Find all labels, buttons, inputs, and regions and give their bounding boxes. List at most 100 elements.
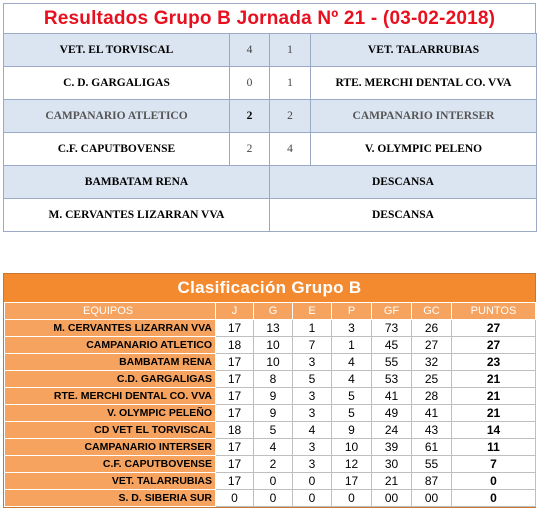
match-row: VET. EL TORVISCAL 4 1 VET. TALARRUBIAS xyxy=(3,33,537,67)
played: 17 xyxy=(215,353,254,371)
team-name: BAMBATAM RENA xyxy=(4,353,216,371)
won: 10 xyxy=(253,353,293,371)
won: 0 xyxy=(253,472,293,490)
lost: 12 xyxy=(331,455,372,473)
played: 18 xyxy=(215,421,254,439)
goals-for: 39 xyxy=(371,438,412,456)
goals-for: 24 xyxy=(371,421,412,439)
lost: 17 xyxy=(331,472,372,490)
lost: 4 xyxy=(331,370,372,388)
drawn: 4 xyxy=(292,421,332,439)
match-row: CAMPANARIO ATLETICO 2 2 CAMPANARIO INTER… xyxy=(3,99,537,133)
points: 27 xyxy=(451,336,536,354)
standings-row: CAMPANARIO ATLETICO 18 10 7 1 45 27 27 xyxy=(4,336,536,354)
goals-for: 49 xyxy=(371,404,412,422)
goals-for: 41 xyxy=(371,387,412,405)
played: 17 xyxy=(215,404,254,422)
home-team: CAMPANARIO ATLETICO xyxy=(3,99,230,133)
drawn: 3 xyxy=(292,353,332,371)
standings-row: C.F. CAPUTBOVENSE 17 2 3 12 30 55 7 xyxy=(4,455,536,473)
away-team: RTE. MERCHI DENTAL CO. VVA xyxy=(310,66,537,100)
home-score: 2 xyxy=(229,132,270,166)
team-name: S. D. SIBERIA SUR xyxy=(4,489,216,507)
points: 14 xyxy=(451,421,536,439)
points: 0 xyxy=(451,472,536,490)
away-team: CAMPANARIO INTERSER xyxy=(310,99,537,133)
won: 9 xyxy=(253,387,293,405)
standings-row: C.D. GARGALIGAS 17 8 5 4 53 25 21 xyxy=(4,370,536,388)
header-gc: GC xyxy=(411,302,452,320)
drawn: 7 xyxy=(292,336,332,354)
results-panel: Resultados Grupo B Jornada Nº 21 - (03-0… xyxy=(3,3,537,232)
won: 0 xyxy=(253,489,293,507)
team-name: C.D. GARGALIGAS xyxy=(4,370,216,388)
points: 21 xyxy=(451,387,536,405)
won: 10 xyxy=(253,336,293,354)
played: 17 xyxy=(215,455,254,473)
goals-against: 55 xyxy=(411,455,452,473)
bye-team: M. CERVANTES LIZARRAN VVA xyxy=(3,198,270,232)
bye-team: BAMBATAM RENA xyxy=(3,165,270,199)
lost: 10 xyxy=(331,438,372,456)
header-p: P xyxy=(331,302,372,320)
header-e: E xyxy=(292,302,332,320)
header-g: G xyxy=(253,302,293,320)
header-puntos: PUNTOS xyxy=(451,302,536,320)
team-name: V. OLYMPIC PELEÑO xyxy=(4,404,216,422)
goals-for: 30 xyxy=(371,455,412,473)
played: 17 xyxy=(215,438,254,456)
standings-row: BAMBATAM RENA 17 10 3 4 55 32 23 xyxy=(4,353,536,371)
away-score: 2 xyxy=(269,99,311,133)
played: 17 xyxy=(215,319,254,337)
home-team: VET. EL TORVISCAL xyxy=(3,33,230,67)
goals-for: 45 xyxy=(371,336,412,354)
drawn: 3 xyxy=(292,404,332,422)
points: 11 xyxy=(451,438,536,456)
played: 17 xyxy=(215,370,254,388)
played: 18 xyxy=(215,336,254,354)
match-row: C. D. GARGALIGAS 0 1 RTE. MERCHI DENTAL … xyxy=(3,66,537,100)
goals-against: 87 xyxy=(411,472,452,490)
standings-panel: Clasificación Grupo B EQUIPOS J G E P GF… xyxy=(3,273,536,508)
results-title: Resultados Grupo B Jornada Nº 21 - (03-0… xyxy=(3,3,536,33)
away-score: 4 xyxy=(269,132,311,166)
standings-row: V. OLYMPIC PELEÑO 17 9 3 5 49 41 21 xyxy=(4,404,536,422)
won: 5 xyxy=(253,421,293,439)
goals-against: 25 xyxy=(411,370,452,388)
team-name: M. CERVANTES LIZARRAN VVA xyxy=(4,319,216,337)
results-table: VET. EL TORVISCAL 4 1 VET. TALARRUBIAS C… xyxy=(3,33,537,232)
home-team: C.F. CAPUTBOVENSE xyxy=(3,132,230,166)
lost: 1 xyxy=(331,336,372,354)
away-team: VET. TALARRUBIAS xyxy=(310,33,537,67)
played: 17 xyxy=(215,472,254,490)
team-name: CAMPANARIO ATLETICO xyxy=(4,336,216,354)
standings-row: M. CERVANTES LIZARRAN VVA 17 13 1 3 73 26 27 xyxy=(4,319,536,337)
standings-header-row: EQUIPOS J G E P GF GC PUNTOS xyxy=(4,302,536,320)
goals-against: 27 xyxy=(411,336,452,354)
home-score: 4 xyxy=(229,33,270,67)
header-equipos: EQUIPOS xyxy=(4,302,216,320)
standings-table: EQUIPOS J G E P GF GC PUNTOS M. CERVANTE… xyxy=(4,302,536,507)
bye-status: DESCANSA xyxy=(269,165,537,199)
won: 9 xyxy=(253,404,293,422)
away-score: 1 xyxy=(269,33,311,67)
won: 13 xyxy=(253,319,293,337)
drawn: 5 xyxy=(292,370,332,388)
away-team: V. OLYMPIC PELENO xyxy=(310,132,537,166)
lost: 5 xyxy=(331,404,372,422)
goals-for: 21 xyxy=(371,472,412,490)
goals-for: 00 xyxy=(371,489,412,507)
points: 21 xyxy=(451,404,536,422)
points: 27 xyxy=(451,319,536,337)
team-name: RTE. MERCHI DENTAL CO. VVA xyxy=(4,387,216,405)
lost: 9 xyxy=(331,421,372,439)
lost: 0 xyxy=(331,489,372,507)
goals-against: 28 xyxy=(411,387,452,405)
standings-row: RTE. MERCHI DENTAL CO. VVA 17 9 3 5 41 28 21 xyxy=(4,387,536,405)
standings-row: S. D. SIBERIA SUR 0 0 0 0 00 00 0 xyxy=(4,489,536,507)
goals-for: 55 xyxy=(371,353,412,371)
drawn: 0 xyxy=(292,472,332,490)
header-gf: GF xyxy=(371,302,412,320)
drawn: 3 xyxy=(292,438,332,456)
goals-for: 53 xyxy=(371,370,412,388)
